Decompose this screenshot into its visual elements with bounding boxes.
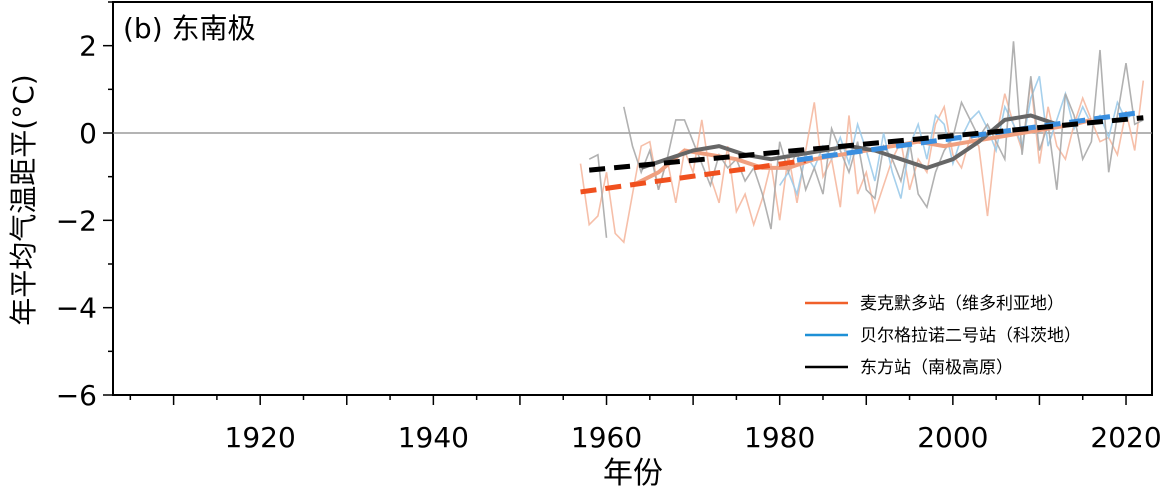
series-vostok-trend xyxy=(588,115,1144,173)
y-tick-label: −2 xyxy=(56,204,97,237)
x-tick-label: 2000 xyxy=(917,421,988,454)
x-tick-label: 1940 xyxy=(398,421,469,454)
y-tick-label: −6 xyxy=(56,379,97,412)
series-vostok-annual xyxy=(588,41,1144,238)
x-axis-label: 年份 xyxy=(603,456,663,491)
panel-label: (b) 东南极 xyxy=(123,12,256,45)
series-bellingshausen-trend xyxy=(796,109,1144,163)
y-tick-label: 0 xyxy=(79,117,97,150)
legend-label-bellingshausen: 贝尔格拉诺二号站（科茨地） xyxy=(860,326,1081,346)
y-tick-label: 2 xyxy=(79,30,97,63)
x-tick-label: 1920 xyxy=(225,421,296,454)
x-tick-label: 2020 xyxy=(1090,421,1161,454)
x-tick-label: 1980 xyxy=(744,421,815,454)
ticks-layer: −6 −4 −2 0 2 1920 1940 1960 1980 2000 2020 xyxy=(56,1,1162,454)
y-axis-label: 年平均气温距平(°C) xyxy=(7,74,40,325)
y-tick-label: −4 xyxy=(56,292,97,325)
legend: 麦克默多站（维多利亚地） 贝尔格拉诺二号站（科茨地） 东方站（南极高原） xyxy=(805,294,1081,378)
series-mcmurdo-annual xyxy=(579,80,1145,244)
plot-frame xyxy=(112,1,1153,396)
legend-label-vostok: 东方站（南极高原） xyxy=(860,358,1013,378)
series-layer xyxy=(579,41,1145,244)
x-tick-label: 1960 xyxy=(571,421,642,454)
legend-label-mcmurdo: 麦克默多站（维多利亚地） xyxy=(860,294,1064,314)
series-mcmurdo-trend xyxy=(580,158,807,195)
